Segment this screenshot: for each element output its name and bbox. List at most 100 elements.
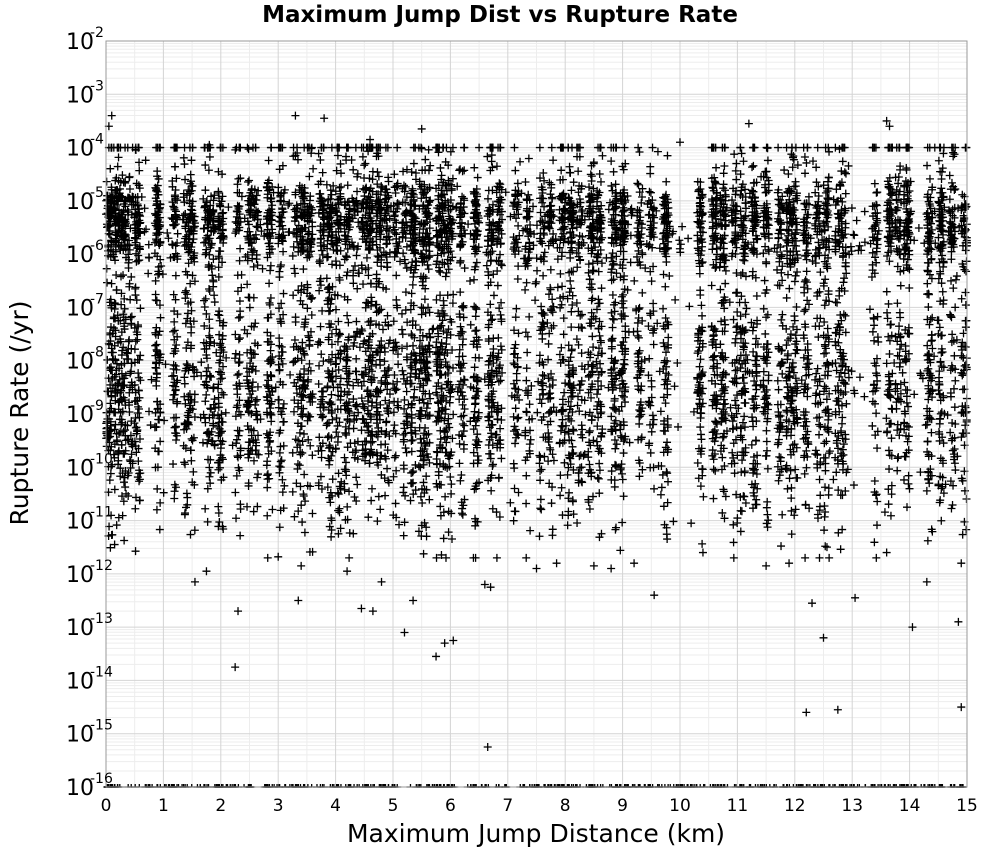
data-point: [171, 428, 180, 437]
data-point: [125, 245, 134, 254]
data-point: [154, 204, 163, 213]
data-point: [121, 483, 130, 492]
data-point: [131, 547, 140, 556]
data-point: [116, 395, 125, 404]
data-point: [171, 194, 180, 203]
data-point: [152, 423, 161, 432]
data-point: [154, 174, 163, 183]
data-point: [152, 236, 161, 245]
data-point: [105, 476, 114, 485]
data-point: [133, 224, 142, 233]
data-point: [117, 396, 126, 405]
data-point: [118, 381, 127, 390]
data-point: [172, 143, 181, 152]
data-point: [124, 337, 133, 346]
data-point: [127, 450, 136, 459]
data-point: [130, 358, 139, 367]
data-point: [106, 469, 115, 478]
data-point: [131, 238, 140, 247]
data-point: [106, 543, 115, 552]
data-point: [172, 174, 181, 183]
data-point: [127, 272, 136, 281]
data-point: [107, 511, 116, 520]
data-point: [134, 256, 143, 265]
data-point: [172, 341, 181, 350]
data-point: [111, 242, 120, 251]
data-point: [135, 166, 144, 175]
data-point: [120, 294, 129, 303]
data-point: [171, 361, 180, 370]
data-point: [116, 428, 125, 437]
data-point: [116, 337, 125, 346]
data-point: [112, 521, 121, 530]
data-point: [117, 226, 126, 235]
data-point: [152, 340, 161, 349]
data-point: [106, 245, 115, 254]
data-point: [130, 397, 139, 406]
data-point: [169, 349, 178, 358]
data-point: [119, 478, 128, 487]
data-point: [132, 296, 141, 305]
data-points: [102, 111, 971, 788]
data-point: [152, 296, 161, 305]
data-point: [117, 328, 126, 337]
data-point: [131, 209, 140, 218]
data-point: [151, 408, 160, 417]
data-point: [169, 460, 178, 469]
data-point: [184, 185, 193, 194]
data-point: [131, 337, 140, 346]
data-point: [119, 497, 128, 506]
data-point: [112, 286, 121, 295]
data-point: [156, 313, 165, 322]
data-point: [136, 212, 145, 221]
data-point: [111, 234, 120, 243]
data-point: [133, 244, 142, 253]
data-point: [114, 460, 123, 469]
data-point: [151, 341, 160, 350]
data-point: [124, 250, 133, 259]
data-point: [153, 252, 162, 261]
data-point: [130, 345, 139, 354]
data-point: [136, 304, 145, 313]
data-point: [120, 359, 129, 368]
data-point: [123, 349, 132, 358]
data-point: [109, 450, 118, 459]
data-point: [106, 380, 115, 389]
data-point: [121, 217, 130, 226]
data-point: [105, 298, 114, 307]
data-point: [170, 335, 179, 344]
data-point: [103, 223, 112, 232]
data-point: [123, 240, 132, 249]
data-point: [181, 460, 190, 469]
data-point: [172, 399, 181, 408]
data-point: [169, 413, 178, 422]
data-point: [135, 158, 144, 167]
data-point: [119, 207, 128, 216]
data-point: [125, 398, 134, 407]
data-point: [156, 437, 165, 446]
data-point: [103, 278, 112, 287]
data-point: [172, 435, 181, 444]
data-point: [156, 498, 165, 507]
data-point: [156, 143, 165, 152]
data-point: [134, 373, 143, 382]
data-point: [124, 469, 133, 478]
data-point: [132, 234, 141, 243]
data-point: [171, 483, 180, 492]
data-point: [170, 326, 179, 335]
chart-title: Maximum Jump Dist vs Rupture Rate: [262, 2, 738, 28]
data-point: [106, 432, 115, 441]
data-point: [173, 310, 182, 319]
data-point: [134, 256, 143, 265]
data-point: [105, 438, 114, 447]
data-point: [170, 317, 179, 326]
data-point: [152, 373, 161, 382]
data-point: [102, 177, 111, 186]
data-point: [181, 509, 190, 518]
data-point: [103, 387, 112, 396]
data-point: [119, 343, 128, 352]
data-point: [119, 427, 128, 436]
data-point: [127, 359, 136, 368]
data-point: [134, 369, 143, 378]
data-point: [135, 477, 144, 486]
